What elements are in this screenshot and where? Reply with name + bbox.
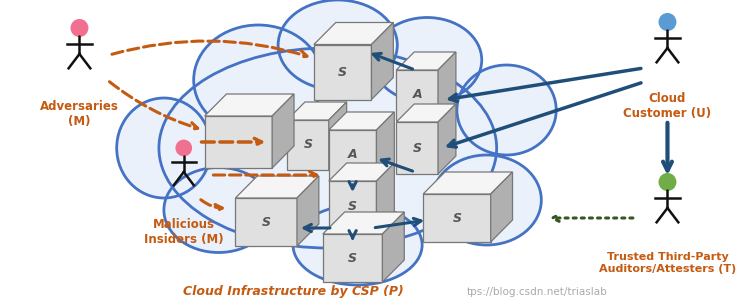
Polygon shape (438, 52, 456, 120)
Ellipse shape (457, 65, 556, 155)
Ellipse shape (372, 18, 482, 102)
Polygon shape (423, 172, 513, 194)
Polygon shape (287, 120, 329, 170)
Polygon shape (397, 52, 456, 70)
Polygon shape (376, 163, 394, 233)
Text: S: S (303, 139, 312, 151)
Ellipse shape (293, 205, 422, 285)
Polygon shape (323, 212, 404, 234)
Polygon shape (287, 102, 347, 120)
Ellipse shape (117, 98, 211, 198)
Text: tps://blog.csdn.net/triaslab: tps://blog.csdn.net/triaslab (467, 287, 608, 297)
Circle shape (659, 14, 676, 30)
Text: S: S (339, 65, 347, 78)
Ellipse shape (164, 168, 273, 253)
Ellipse shape (432, 155, 541, 245)
Polygon shape (272, 94, 294, 168)
Circle shape (659, 174, 676, 190)
Circle shape (176, 140, 192, 156)
Polygon shape (314, 22, 394, 44)
Text: S: S (262, 216, 271, 229)
Polygon shape (204, 94, 294, 116)
Text: S: S (348, 251, 357, 264)
Polygon shape (235, 176, 319, 198)
Polygon shape (235, 198, 297, 246)
Ellipse shape (194, 25, 323, 135)
Text: Adversaries
(M): Adversaries (M) (40, 100, 119, 128)
Text: S: S (348, 201, 357, 213)
Ellipse shape (159, 48, 497, 248)
Polygon shape (329, 102, 347, 170)
Polygon shape (314, 44, 372, 99)
Text: S: S (412, 141, 421, 154)
Polygon shape (329, 112, 394, 130)
Text: A: A (348, 148, 357, 161)
Polygon shape (323, 234, 382, 282)
Ellipse shape (278, 0, 397, 90)
Text: S: S (452, 212, 461, 224)
Polygon shape (329, 181, 376, 233)
Text: Cloud
Customer (U): Cloud Customer (U) (624, 92, 712, 120)
Text: Malicious
Insiders (M): Malicious Insiders (M) (144, 218, 224, 246)
Polygon shape (397, 104, 456, 122)
Circle shape (71, 20, 87, 36)
Polygon shape (376, 112, 394, 180)
Polygon shape (204, 116, 272, 168)
Polygon shape (491, 172, 513, 242)
Polygon shape (372, 22, 394, 99)
Text: Trusted Third-Party
Auditors/Attesters (T): Trusted Third-Party Auditors/Attesters (… (599, 252, 736, 274)
Text: Cloud Infrastructure by CSP (P): Cloud Infrastructure by CSP (P) (182, 285, 403, 299)
Polygon shape (397, 70, 438, 120)
Polygon shape (423, 194, 491, 242)
Polygon shape (397, 122, 438, 174)
Text: A: A (412, 88, 422, 102)
Polygon shape (297, 176, 319, 246)
Polygon shape (382, 212, 404, 282)
Polygon shape (438, 104, 456, 174)
Polygon shape (329, 163, 394, 181)
Polygon shape (329, 130, 376, 180)
